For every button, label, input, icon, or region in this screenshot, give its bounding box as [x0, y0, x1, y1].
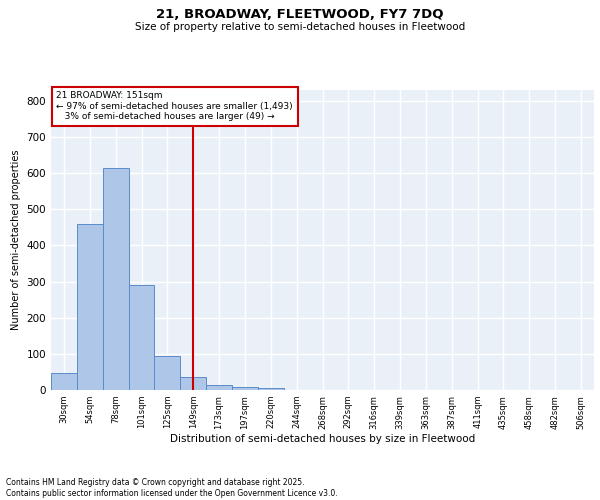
Bar: [206, 385, 232, 390]
Text: 21, BROADWAY, FLEETWOOD, FY7 7DQ: 21, BROADWAY, FLEETWOOD, FY7 7DQ: [156, 8, 444, 20]
Bar: [180, 377, 206, 390]
Y-axis label: Number of semi-detached properties: Number of semi-detached properties: [11, 150, 21, 330]
Bar: [128, 285, 154, 390]
Bar: [103, 168, 128, 390]
Bar: [258, 388, 284, 390]
Bar: [51, 373, 77, 390]
Text: Size of property relative to semi-detached houses in Fleetwood: Size of property relative to semi-detach…: [135, 22, 465, 32]
Bar: [154, 356, 180, 390]
Text: Contains HM Land Registry data © Crown copyright and database right 2025.
Contai: Contains HM Land Registry data © Crown c…: [6, 478, 338, 498]
Bar: [232, 388, 258, 390]
Text: 21 BROADWAY: 151sqm
← 97% of semi-detached houses are smaller (1,493)
   3% of s: 21 BROADWAY: 151sqm ← 97% of semi-detach…: [56, 92, 293, 122]
X-axis label: Distribution of semi-detached houses by size in Fleetwood: Distribution of semi-detached houses by …: [170, 434, 475, 444]
Bar: [77, 224, 103, 390]
